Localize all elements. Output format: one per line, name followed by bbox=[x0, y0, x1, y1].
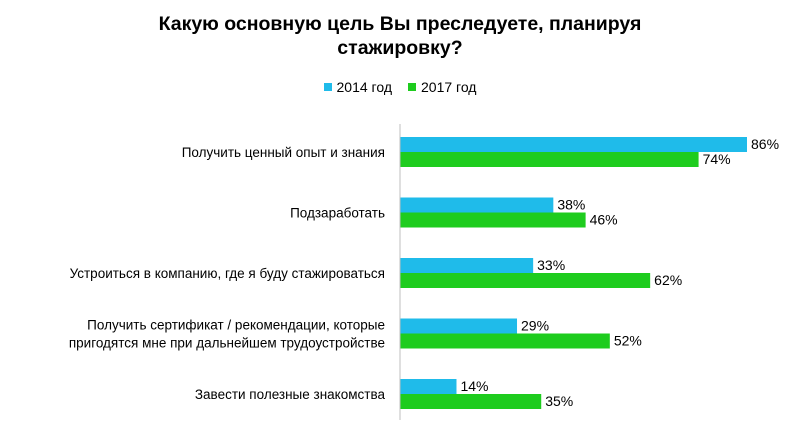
legend-swatch-2014 bbox=[323, 83, 332, 91]
category-label: Завести полезные знакомства bbox=[195, 387, 386, 402]
category-label: Устроиться в компанию, где я буду стажир… bbox=[70, 266, 385, 281]
legend-label-2014: 2014 год bbox=[336, 79, 392, 95]
category-label: Подзаработать bbox=[290, 206, 385, 221]
legend-label-2017: 2017 год bbox=[421, 79, 477, 95]
data-label: 14% bbox=[460, 378, 488, 394]
data-label: 74% bbox=[703, 151, 731, 167]
data-label: 46% bbox=[590, 212, 618, 228]
data-label: 35% bbox=[545, 393, 573, 409]
data-label: 29% bbox=[521, 318, 549, 334]
bar-2017 bbox=[400, 273, 651, 288]
bar-2017 bbox=[400, 152, 699, 167]
legend-item-2017: 2017 год bbox=[408, 79, 476, 95]
data-label: 38% bbox=[557, 197, 585, 213]
bar-2014 bbox=[400, 197, 554, 213]
bar-2017 bbox=[400, 394, 542, 409]
chart-title: Какую основную цель Вы преследуете, план… bbox=[0, 12, 800, 60]
legend: 2014 год 2017 год bbox=[0, 79, 800, 95]
legend-swatch-2017 bbox=[408, 83, 416, 91]
bar-2014 bbox=[400, 137, 747, 152]
chart-title-line-1: Какую основную цель Вы преследуете, план… bbox=[158, 13, 642, 35]
bar-2017 bbox=[400, 333, 610, 349]
data-label: 33% bbox=[537, 257, 565, 273]
bar-2017 bbox=[400, 212, 586, 228]
category-label: Получить сертификат / рекомендации, кото… bbox=[87, 318, 385, 333]
category-label: Получить ценный опыт и знания bbox=[182, 145, 385, 160]
bar-2014 bbox=[400, 318, 518, 334]
category-label: пригодятся мне при дальнейшем трудоустро… bbox=[69, 336, 385, 351]
bar-2014 bbox=[400, 258, 534, 273]
bar-2014 bbox=[400, 379, 457, 394]
chart-title-line-2: стажировку? bbox=[337, 37, 463, 59]
data-label: 52% bbox=[614, 333, 642, 349]
legend-item-2014: 2014 год bbox=[323, 79, 392, 95]
data-label: 62% bbox=[654, 272, 682, 288]
data-label: 86% bbox=[751, 136, 779, 152]
